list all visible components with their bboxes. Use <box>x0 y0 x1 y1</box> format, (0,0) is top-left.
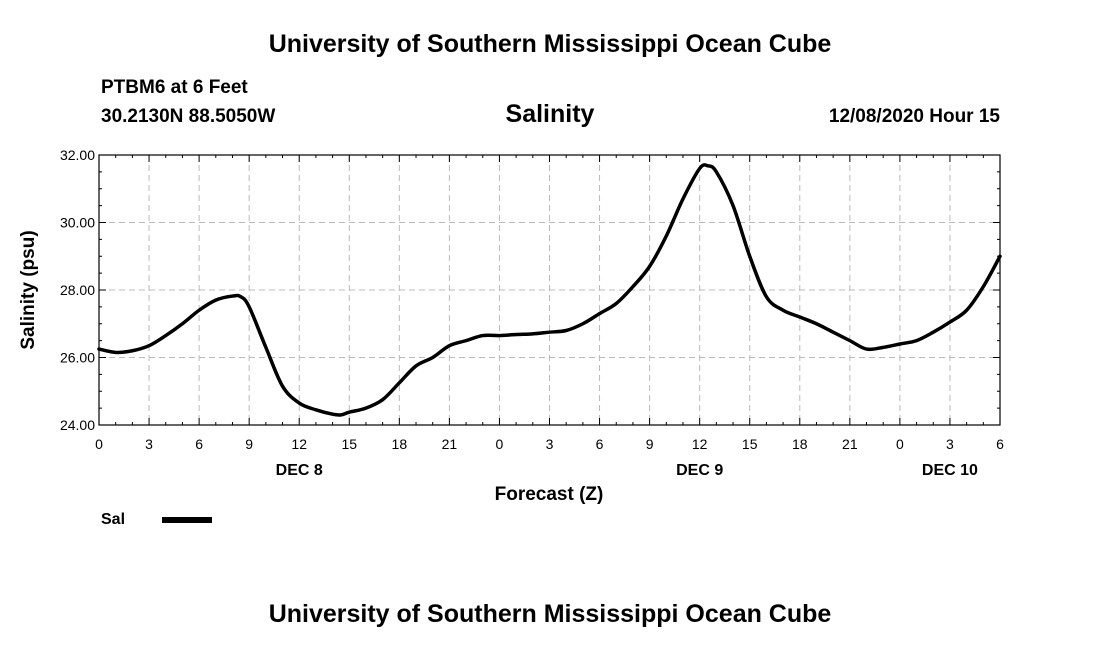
series-line-sal <box>97 163 1002 417</box>
y-axis-label: Salinity (psu) <box>18 230 39 349</box>
x-tick-label: 12 <box>692 436 708 452</box>
page-title: University of Southern Mississippi Ocean… <box>268 30 832 58</box>
x-tick-label: 18 <box>792 436 808 452</box>
coordinates-label: 30.2130N 88.5050W <box>101 106 276 127</box>
y-tick-label: 30.00 <box>60 215 95 231</box>
x-tick-label: 3 <box>546 436 554 452</box>
plot-frame <box>98 154 1001 426</box>
axis-labels: 0 3 6 9 12 15 18 21 0 3 6 9 12 15 18 21 0 3 6 24.00 26.00 28.… <box>60 147 1004 479</box>
x-tick-label: 15 <box>341 436 357 452</box>
y-tick-label: 28.00 <box>60 282 95 298</box>
x-tick-label: 6 <box>996 436 1004 452</box>
day-label: DEC 10 <box>922 462 978 479</box>
x-tick-label: 12 <box>291 436 307 452</box>
grid-lines <box>99 155 1000 425</box>
x-tick-label: 21 <box>442 436 458 452</box>
y-tick-label: 24.00 <box>60 417 95 433</box>
x-tick-label: 0 <box>496 436 504 452</box>
x-tick-label: 9 <box>245 436 253 452</box>
timestamp-label: 12/08/2020 Hour 15 <box>828 106 1000 127</box>
x-tick-label: 9 <box>646 436 654 452</box>
station-label: PTBM6 at 6 Feet <box>101 77 248 98</box>
x-tick-label: 3 <box>145 436 153 452</box>
footer-title: University of Southern Mississippi Ocean… <box>268 600 832 628</box>
chart-title: Salinity <box>505 100 595 128</box>
x-tick-label: 3 <box>946 436 954 452</box>
x-axis-label: Forecast (Z) <box>495 484 604 505</box>
x-tick-label: 15 <box>742 436 758 452</box>
x-tick-label: 0 <box>95 436 103 452</box>
x-tick-label: 0 <box>896 436 904 452</box>
day-label: DEC 8 <box>276 462 323 479</box>
x-tick-label: 6 <box>195 436 203 452</box>
series-group <box>97 163 1002 417</box>
legend-label: Sal <box>101 511 125 528</box>
day-label: DEC 9 <box>676 462 723 479</box>
x-tick-label: 6 <box>596 436 604 452</box>
y-tick-label: 26.00 <box>60 350 95 366</box>
x-tick-label: 18 <box>392 436 408 452</box>
x-tick-label: 21 <box>842 436 858 452</box>
y-tick-label: 32.00 <box>60 147 95 163</box>
